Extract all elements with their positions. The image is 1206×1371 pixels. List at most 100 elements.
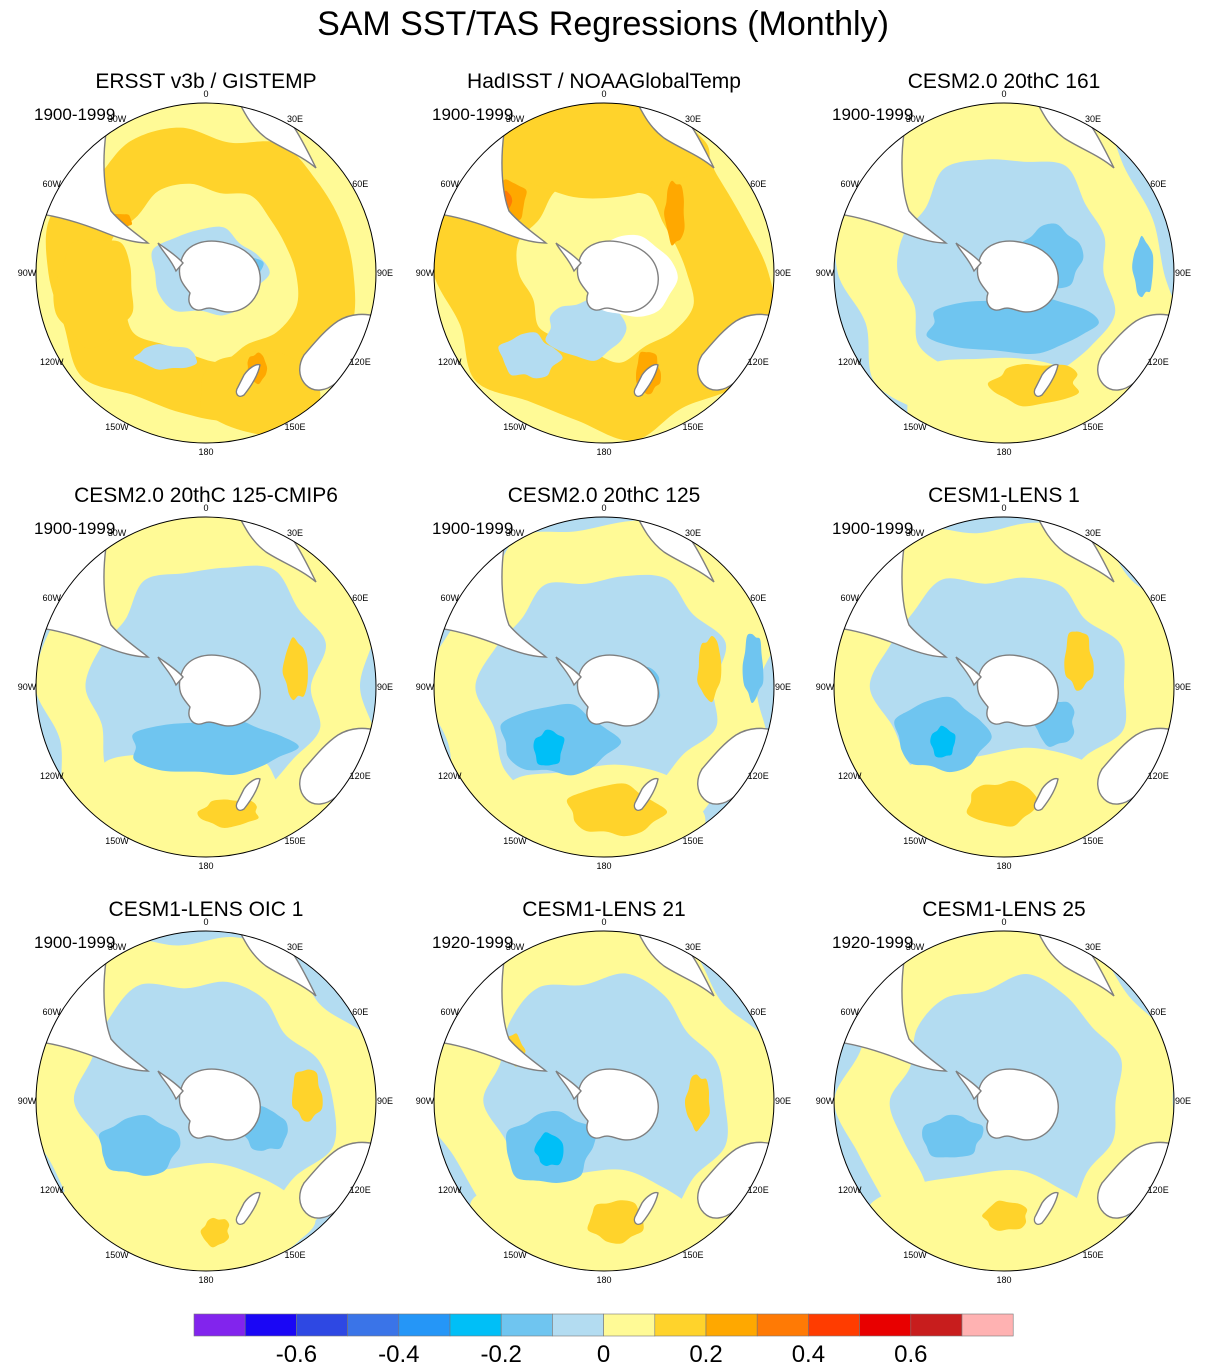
colorbar-tick-label: -0.2 <box>481 1341 522 1368</box>
panel-title: ERSST v3b / GISTEMP <box>95 70 317 93</box>
longitude-label: 120E <box>350 357 371 367</box>
regression-field <box>36 103 376 443</box>
land-antarctica <box>976 1068 1059 1141</box>
longitude-label: 150E <box>682 422 703 432</box>
field-contour <box>926 295 1099 355</box>
field-contour <box>987 364 1080 407</box>
longitude-label: 90W <box>816 268 835 278</box>
panel-title: CESM2.0 20thC 125-CMIP6 <box>74 484 338 507</box>
longitude-label: 60W <box>43 179 62 189</box>
longitude-label: 30E <box>685 528 701 538</box>
period-label: 1900-1999 <box>34 519 116 538</box>
field-contour <box>200 350 321 435</box>
longitude-label: 60E <box>1150 1007 1166 1017</box>
colorbar-swatch <box>961 1313 1014 1337</box>
field-contour <box>53 239 134 349</box>
longitude-label: 60E <box>352 593 368 603</box>
longitude-label: 150E <box>284 1250 305 1260</box>
map-boundary <box>35 516 377 858</box>
colorbar: -0.6 -0.4 -0.2 0 0.2 0.4 0.6 <box>193 1313 1014 1368</box>
longitude-label: 30W <box>108 942 127 952</box>
regression-field <box>434 103 774 443</box>
colorbar-swatch <box>244 1313 297 1337</box>
land-antarctica <box>178 1068 261 1141</box>
polar-map: 0 30E 60E 90E 120E 150E 180 150W 120W 90W 60W 30W <box>816 89 1191 457</box>
longitude-label: 30W <box>506 528 525 538</box>
land-nz <box>633 777 659 811</box>
map-boundary <box>35 930 377 1272</box>
map-boundary <box>833 930 1175 1272</box>
longitude-label: 180 <box>596 1275 611 1285</box>
land-peninsula <box>555 656 582 687</box>
longitude-label: 90E <box>1175 682 1191 692</box>
field-contour <box>534 1132 564 1167</box>
longitude-label: 150E <box>284 836 305 846</box>
longitude-label: 60E <box>750 593 766 603</box>
longitude-label: 60W <box>841 593 860 603</box>
polar-map: 0 30E 60E 90E 120E 150E 180 150W 120W 90W 60W 30W <box>816 503 1191 871</box>
period-label: 1900-1999 <box>832 105 914 124</box>
longitude-label: 150E <box>682 1250 703 1260</box>
field-contour <box>1132 235 1154 298</box>
longitude-label: 120W <box>40 1185 64 1195</box>
polar-map: 0 30E 60E 90E 120E 150E 180 150W 120W 90W 60W 30W <box>18 89 393 457</box>
land-peninsula <box>555 1070 582 1101</box>
longitude-label: 60W <box>841 179 860 189</box>
colorbar-tick-label: 0 <box>597 1341 610 1368</box>
longitude-label: 180 <box>996 1275 1011 1285</box>
longitude-label: 60E <box>352 1007 368 1017</box>
regression-field <box>834 517 1174 857</box>
field-contour <box>982 1200 1028 1231</box>
panel-title: CESM2.0 20thC 161 <box>907 70 1101 93</box>
longitude-label: 30W <box>906 942 925 952</box>
longitude-label: 120E <box>1148 771 1169 781</box>
regression-field <box>434 517 774 857</box>
colorbar-tick-label: 0.4 <box>792 1341 825 1368</box>
longitude-label: 60W <box>441 179 460 189</box>
longitude-label: 0 <box>1001 89 1006 99</box>
land-nz <box>235 777 261 811</box>
longitude-label: 90E <box>775 268 791 278</box>
longitude-label: 90E <box>377 1096 393 1106</box>
panel-title: HadISST / NOAAGlobalTemp <box>467 70 741 93</box>
longitude-label: 90E <box>775 1096 791 1106</box>
longitude-label: 150W <box>105 1250 129 1260</box>
longitude-label: 180 <box>596 447 611 457</box>
longitude-label: 30E <box>685 942 701 952</box>
longitude-label: 60W <box>43 1007 62 1017</box>
longitude-label: 60W <box>43 593 62 603</box>
longitude-label: 120E <box>350 771 371 781</box>
longitude-label: 30W <box>906 528 925 538</box>
field-contour <box>282 637 308 701</box>
field-contour <box>587 1200 644 1244</box>
colorbar-swatch <box>193 1313 246 1337</box>
longitude-label: 90W <box>18 268 37 278</box>
polar-map: 0 30E 60E 90E 120E 150E 180 150W 120W 90W 60W 30W <box>816 917 1191 1285</box>
colorbar-swatch <box>552 1313 604 1337</box>
longitude-label: 90E <box>775 682 791 692</box>
period-label: 1900-1999 <box>832 519 914 538</box>
longitude-label: 90E <box>377 682 393 692</box>
land-peninsula <box>955 1070 982 1101</box>
field-contour <box>930 725 956 758</box>
longitude-label: 90W <box>18 682 37 692</box>
longitude-label: 120E <box>748 357 769 367</box>
longitude-label: 0 <box>601 503 606 513</box>
longitude-label: 150W <box>503 422 527 432</box>
land-antarctica <box>576 1068 659 1141</box>
longitude-label: 30E <box>287 528 303 538</box>
longitude-label: 30E <box>685 114 701 124</box>
longitude-label: 150E <box>682 836 703 846</box>
longitude-label: 180 <box>596 861 611 871</box>
longitude-label: 30E <box>1085 528 1101 538</box>
land-nz <box>633 1191 659 1225</box>
field-contour <box>45 127 356 421</box>
field-contour <box>922 1114 984 1158</box>
panel-title: CESM1-LENS OIC 1 <box>108 898 304 921</box>
longitude-label: 0 <box>203 503 208 513</box>
longitude-label: 150E <box>1082 422 1103 432</box>
longitude-label: 90W <box>416 682 435 692</box>
panel-title: CESM1-LENS 21 <box>522 898 686 921</box>
longitude-label: 30W <box>506 942 525 952</box>
land-nz <box>1033 777 1059 811</box>
